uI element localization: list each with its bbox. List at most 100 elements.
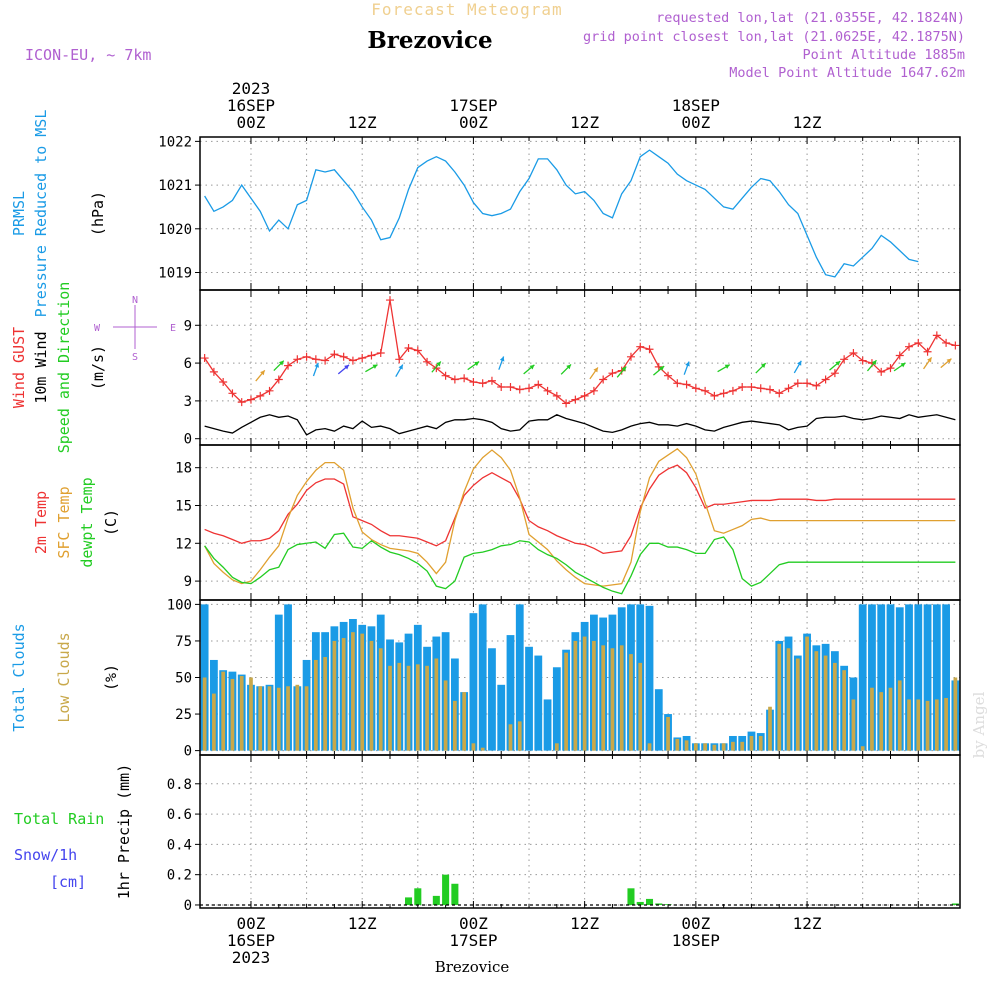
gust-marker (506, 383, 515, 392)
gust-marker (376, 349, 385, 358)
total-cloud-bar (506, 635, 515, 751)
bottom-time-label: 12Z (570, 914, 599, 933)
low-cloud-bar (740, 741, 745, 751)
gust-marker (951, 341, 960, 350)
y-label-prmsl: PRMSL (10, 191, 28, 236)
bottom-time-label: 00Z (459, 914, 488, 933)
gust-marker (830, 369, 839, 378)
wind-arrow-head (835, 361, 841, 366)
rain-bar (951, 903, 959, 905)
gust-marker (784, 384, 793, 393)
low-cloud-bar (323, 657, 327, 751)
low-cloud-bar (666, 716, 670, 751)
y-unit: (C) (102, 509, 120, 536)
y-tick-label: 15 (175, 498, 192, 514)
low-cloud-bar (453, 700, 457, 751)
y-label-2m-temp: 2m Temp (32, 491, 50, 554)
low-cloud-bar (870, 687, 874, 751)
low-cloud-bar (267, 686, 272, 751)
top-time-label: 00Z (459, 113, 488, 132)
low-cloud-bar (675, 738, 680, 751)
gust-marker (358, 354, 367, 363)
low-cloud-bar (202, 677, 207, 751)
low-cloud-bar (508, 724, 513, 751)
total-cloud-bar (488, 648, 496, 751)
gust-marker (580, 391, 589, 400)
low-cloud-bar (712, 744, 717, 751)
y-tick-label: 0.2 (167, 868, 192, 884)
low-cloud-bar (314, 659, 318, 751)
top-time-label: 00Z (237, 113, 266, 132)
wind-arrow-head (946, 358, 952, 364)
footer-location: Brezovice (435, 958, 510, 976)
wind-arrow-head (474, 361, 480, 367)
total-cloud-bar (932, 604, 941, 751)
gust-marker (460, 374, 469, 383)
rain-bar (627, 888, 635, 905)
gust-marker (274, 375, 283, 384)
low-cloud-bar (777, 643, 782, 751)
gust-marker (321, 356, 330, 365)
low-cloud-bar (249, 677, 253, 751)
wind-arrow-head (593, 367, 598, 373)
y-tick-label: 0 (184, 432, 192, 448)
rain-bar (451, 883, 459, 905)
gust-marker (432, 364, 441, 373)
top-time-label: 12Z (570, 113, 599, 132)
gust-marker (265, 386, 274, 395)
gust-marker (756, 384, 765, 393)
y-tick-label: 0.4 (167, 837, 192, 853)
gust-marker (747, 383, 756, 392)
gust-marker (441, 371, 450, 380)
compass-rose: N S W E (94, 295, 176, 363)
gust-marker (339, 352, 348, 361)
gust-marker (636, 342, 645, 351)
bottom-time-label: 2023 (232, 948, 271, 967)
low-cloud-bar (925, 700, 930, 751)
watermark: by Angel (970, 691, 988, 758)
top-time-label: 17SEP (449, 96, 497, 115)
wind-arrow-head (278, 360, 284, 366)
wind-arrow (829, 360, 841, 371)
wind-arrow-head (724, 364, 730, 369)
low-cloud-bar (295, 684, 300, 751)
gust-marker (413, 346, 422, 355)
low-cloud-bar (842, 670, 846, 751)
low-cloud-bar (471, 743, 476, 751)
wind-arrow-head (314, 362, 319, 368)
y-tick-label: 50 (175, 671, 192, 687)
gust-marker (682, 380, 691, 389)
low-cloud-bar (795, 658, 800, 751)
bottom-time-label: 18SEP (672, 931, 720, 950)
gust-marker (645, 345, 654, 354)
y-label-speed-direction: Speed and Direction (55, 282, 73, 454)
wind-arrow-head (372, 364, 378, 369)
rain-bar (432, 895, 440, 905)
low-cloud-bar (610, 648, 615, 751)
y-label-gust: Wind GUST (10, 327, 28, 408)
wind-arrow-head (499, 356, 505, 362)
gust-marker (478, 379, 487, 388)
y-unit: (m/s) (89, 345, 107, 390)
gust-marker (673, 379, 682, 388)
y-tick-label: 1020 (158, 222, 192, 238)
gust-marker (719, 389, 728, 398)
total-cloud-bar (654, 689, 663, 751)
series-line-dewpt-temp (204, 532, 956, 595)
y-tick-label: 1022 (158, 134, 192, 150)
wind-arrow (893, 362, 906, 372)
top-time-label: 12Z (348, 113, 377, 132)
low-cloud-bar (582, 636, 587, 751)
y-label-total-clouds: Total Clouds (10, 623, 28, 731)
low-cloud-bar (823, 655, 828, 751)
wind-arrow-head (398, 364, 403, 370)
gust-marker (691, 384, 700, 393)
point-altitude: Point Altitude 1885m (802, 47, 965, 63)
low-cloud-bar (517, 721, 522, 751)
low-cloud-bar (953, 677, 958, 751)
gust-marker (515, 385, 524, 394)
gust-marker (450, 375, 459, 384)
wind-arrow-head (797, 360, 802, 366)
total-cloud-bar (515, 604, 524, 751)
